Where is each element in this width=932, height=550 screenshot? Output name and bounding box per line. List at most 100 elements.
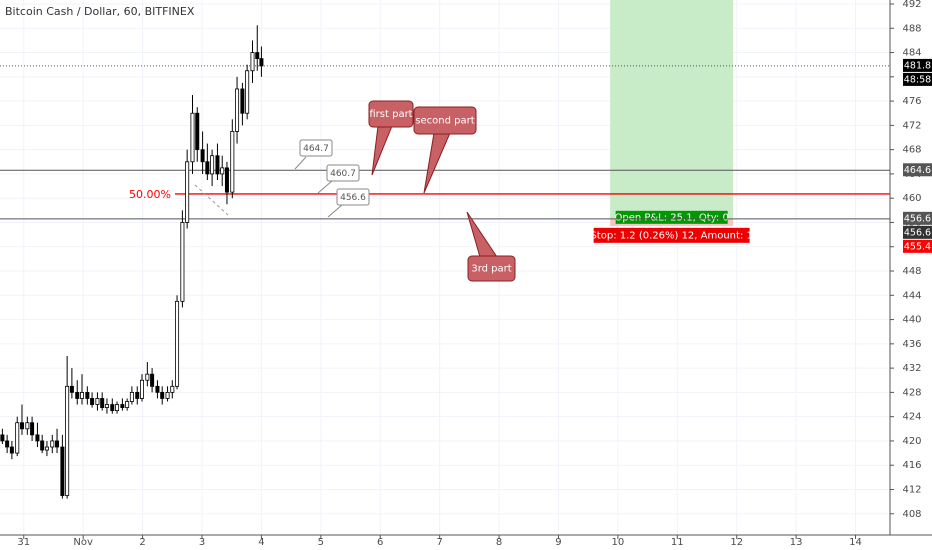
callout-text: first part [369, 109, 412, 120]
candle-body [9, 446, 14, 454]
callout-box [299, 139, 333, 157]
price-tag-label: 456.6 [904, 227, 931, 238]
y-tick-label: 444 [902, 290, 921, 301]
candle-body [90, 398, 95, 405]
levels: 50.00% [0, 65, 890, 220]
candle-body [155, 385, 160, 393]
candle-body [30, 422, 35, 436]
candle-body [19, 422, 24, 430]
candle-body [69, 385, 74, 393]
x-tick-label: 31 [17, 537, 30, 548]
profit-zone [610, 0, 734, 219]
axes: 4084124164204244284324364404444484524564… [17, 0, 921, 548]
y-tick-label: 484 [902, 48, 921, 59]
callout-text: 3rd part [471, 264, 511, 275]
candle-body [165, 391, 170, 399]
candle-body [170, 385, 175, 393]
candle-body [44, 446, 49, 451]
callout-box [467, 255, 516, 282]
callout-text: 460.7 [330, 169, 356, 179]
callout-pointer [327, 204, 343, 218]
x-tick-label: 2 [139, 537, 145, 548]
candle-body [259, 58, 264, 67]
candle-body [185, 161, 190, 223]
price-tag-label: 48:58 [904, 74, 931, 85]
candle-body [240, 88, 245, 114]
candle-body [100, 398, 105, 408]
y-tick-label: 440 [902, 315, 921, 326]
candle-body [25, 422, 30, 430]
y-tick-label: 408 [902, 509, 921, 520]
candle-body [75, 391, 80, 399]
y-tick-label: 432 [902, 363, 921, 374]
candle-body [129, 391, 134, 402]
candle-body [224, 167, 229, 193]
price-tag-label: 455.4 [904, 241, 931, 252]
stop-label-box [593, 227, 750, 243]
candle-body [235, 88, 240, 132]
callout-text: 464.7 [303, 144, 329, 154]
candle-body [220, 167, 225, 175]
y-tick-label: 428 [902, 387, 921, 398]
y-tick-label: 476 [902, 96, 921, 107]
candle-body [200, 149, 205, 163]
candle-body [255, 52, 260, 60]
callout-box [326, 164, 360, 182]
x-tick-label: 6 [377, 537, 383, 548]
price-callouts: 464.7 460.7 456.6 [294, 139, 370, 218]
candle-body [35, 434, 40, 442]
candle-body [55, 440, 60, 448]
y-tick-label: 468 [902, 145, 921, 156]
profit-label-box [615, 210, 728, 224]
candle-body [139, 379, 144, 399]
candle-body [0, 434, 5, 442]
candle-body [50, 440, 55, 448]
y-tick-label: 460 [902, 193, 921, 204]
callout-pointer [294, 156, 307, 170]
candle-body [110, 404, 115, 411]
price-tag [903, 225, 932, 239]
level-label: 50.00% [129, 188, 171, 201]
candle-body [215, 155, 220, 175]
x-tick-label: 3 [199, 537, 205, 548]
candle-body [5, 440, 10, 448]
candle-body [205, 161, 210, 175]
candle-body [104, 404, 109, 408]
y-tick-label: 424 [902, 412, 921, 423]
chart-title: Bitcoin Cash / Dollar, 60, BITFINEX [5, 5, 195, 18]
x-tick-label: 13 [790, 537, 803, 548]
candle-body [60, 446, 65, 496]
candle-body [125, 401, 130, 408]
callout-pointer [317, 180, 333, 194]
y-tick-label: 472 [902, 120, 921, 131]
trend-line [194, 184, 229, 216]
price-tag-label: 464.6 [904, 165, 931, 176]
candle-body [120, 404, 125, 408]
x-tick-label: 11 [671, 537, 684, 548]
candle-body [190, 112, 195, 163]
candle-body [160, 391, 165, 399]
callout-box [336, 188, 370, 206]
price-tag [903, 211, 932, 225]
price-tag [903, 58, 932, 72]
x-tick-label: 5 [318, 537, 324, 548]
x-tick-label: 14 [849, 537, 862, 548]
candle-body [175, 300, 180, 387]
x-tick-label: 7 [436, 537, 442, 548]
text-callouts: first part second part 3rd part [368, 100, 516, 282]
candles [0, 25, 264, 499]
profit-label: Open P&L: 25.1, Qty: 0 [614, 212, 728, 223]
y-tick-label: 492 [902, 0, 921, 10]
y-tick-label: 420 [902, 436, 921, 447]
candle-body [195, 112, 200, 151]
candle-body [95, 398, 100, 405]
grid [0, 0, 890, 535]
y-tick-label: 488 [902, 23, 921, 34]
y-tick-label: 448 [902, 266, 921, 277]
stop-label: Stop: 1.2 (0.26%) 12, Amount: 1 [590, 230, 752, 241]
x-tick-label: 4 [258, 537, 264, 548]
candle-body [245, 70, 250, 114]
